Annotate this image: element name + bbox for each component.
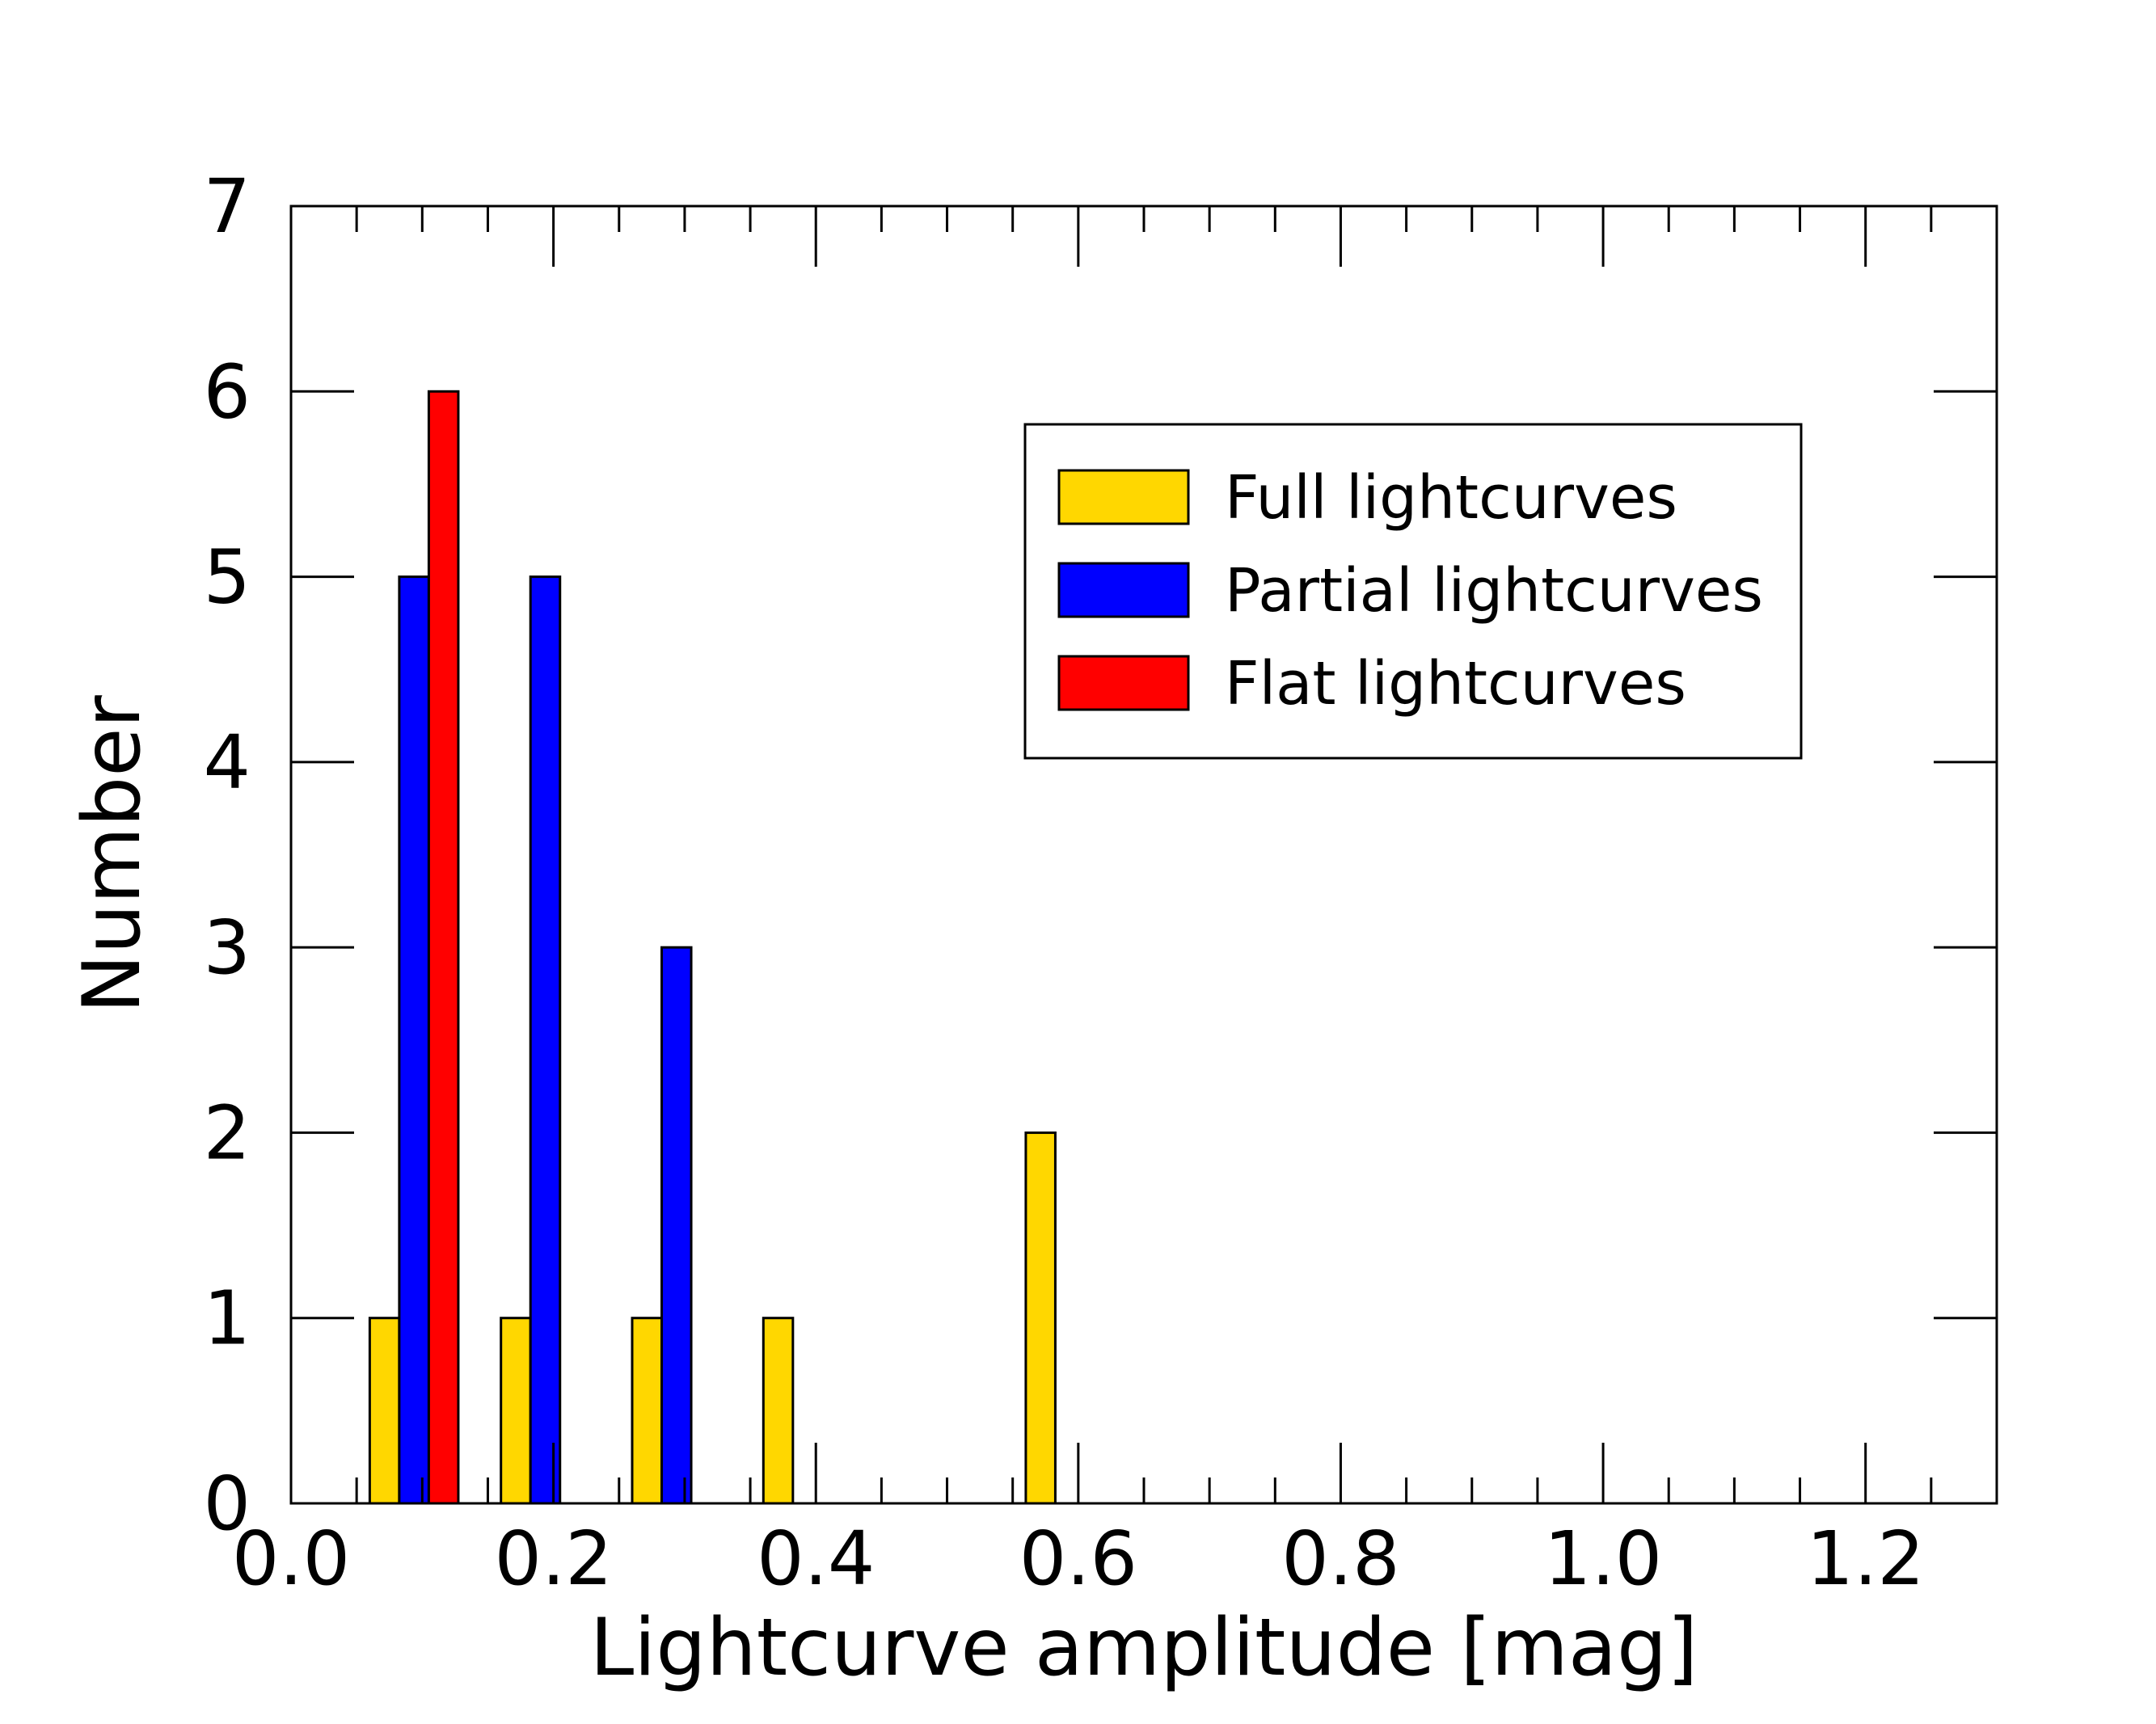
x-tick-label: 0.8 xyxy=(1281,1515,1399,1602)
legend-swatch xyxy=(1057,469,1190,525)
legend: Full lightcurves Partial lightcurves Flat … xyxy=(1023,423,1803,760)
plot-frame xyxy=(289,204,1998,1505)
x-tick-label: 0.0 xyxy=(232,1515,350,1602)
y-tick-label: 5 xyxy=(203,534,251,621)
ticks-layer xyxy=(291,206,1997,1503)
y-tick-label: 6 xyxy=(203,348,251,435)
plot-area xyxy=(291,206,1997,1503)
x-tick-label: 0.6 xyxy=(1019,1515,1137,1602)
tick-labels-layer: 0.0 0.2 0.4 0.6 0.8 1.0 1.2 0 1 2 3 4 5 6 7 xyxy=(203,163,1924,1602)
legend-label: Flat lightcurves xyxy=(1225,649,1686,719)
bar-partial-0.3 xyxy=(660,946,693,1505)
x-tick-label: 0.2 xyxy=(494,1515,612,1602)
x-tick-label: 1.0 xyxy=(1544,1515,1662,1602)
y-tick-label: 0 xyxy=(203,1461,251,1547)
y-axis-title: Number xyxy=(66,694,158,1013)
x-tick-label: 0.4 xyxy=(757,1515,875,1602)
legend-swatch xyxy=(1057,655,1190,711)
bar-partial-0.1 xyxy=(398,575,430,1505)
x-axis-title: Lightcurve amplitude [mag] xyxy=(590,1602,1698,1694)
y-tick-label: 2 xyxy=(203,1090,251,1176)
legend-label: Partial lightcurves xyxy=(1225,556,1763,626)
bar-full-0.6 xyxy=(1024,1131,1057,1505)
bar-full-0.4 xyxy=(762,1317,795,1505)
bar-full-0.3 xyxy=(631,1317,664,1505)
bar-full-0.2 xyxy=(500,1317,532,1505)
y-tick-label: 3 xyxy=(203,904,251,991)
x-tick-label: 1.2 xyxy=(1807,1515,1925,1602)
bars-layer xyxy=(368,390,1057,1505)
bar-partial-0.2 xyxy=(529,575,562,1505)
y-tick-label: 4 xyxy=(203,719,251,806)
bar-full-0.1 xyxy=(368,1317,401,1505)
legend-swatch xyxy=(1057,562,1190,618)
bar-flat-0.1 xyxy=(427,390,460,1505)
legend-label: Full lightcurves xyxy=(1225,463,1677,533)
y-tick-label: 7 xyxy=(203,163,251,250)
y-tick-label: 1 xyxy=(203,1275,251,1362)
